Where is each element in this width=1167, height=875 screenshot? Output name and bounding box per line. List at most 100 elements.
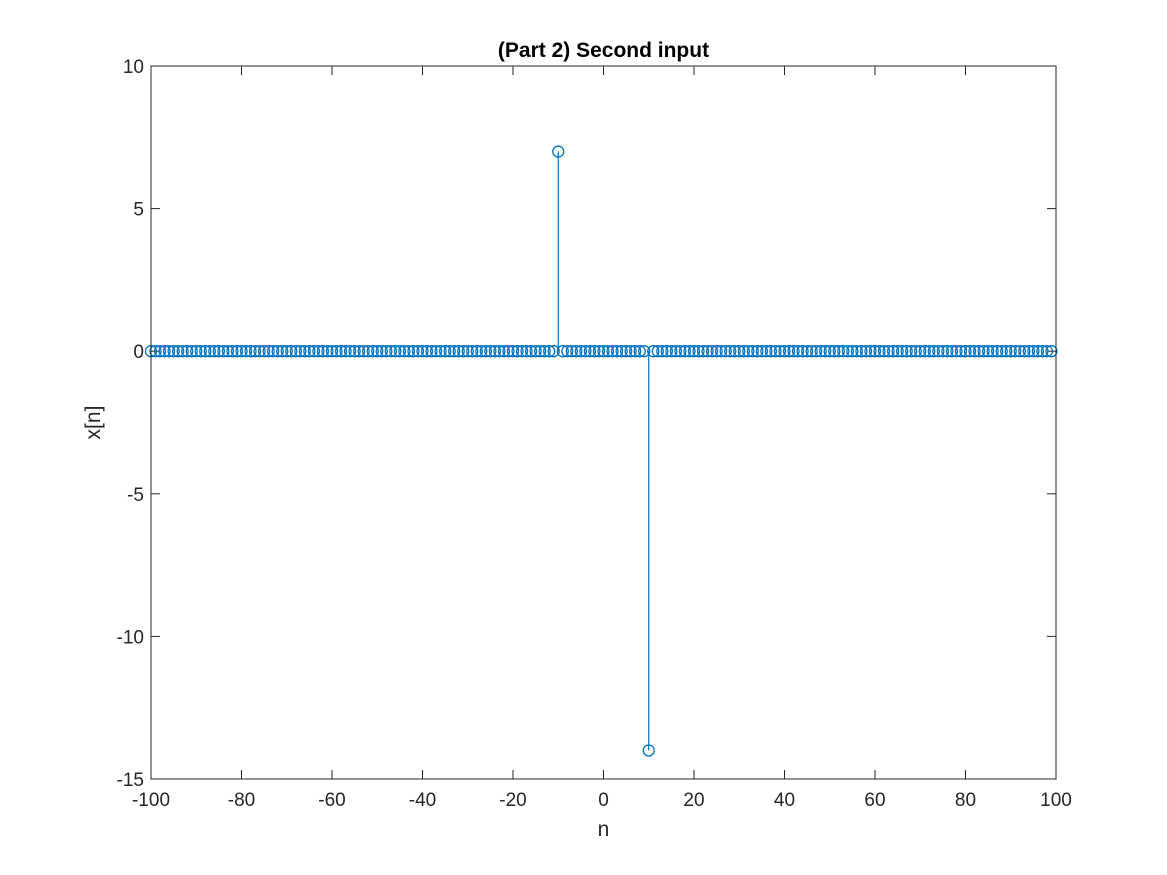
stem-marker xyxy=(837,345,850,358)
stem-marker xyxy=(909,345,922,358)
x-tick-label: 40 xyxy=(774,790,795,811)
stem-marker xyxy=(438,345,452,358)
stem-marker xyxy=(534,345,547,358)
stem-marker xyxy=(787,345,800,358)
stem-marker xyxy=(782,345,796,358)
stem-marker xyxy=(574,345,588,358)
stem-marker xyxy=(303,345,316,358)
stem-marker xyxy=(312,345,325,358)
stem-marker xyxy=(294,345,307,358)
stem-marker xyxy=(896,345,909,358)
x-tick-label: 0 xyxy=(598,790,609,811)
stem-marker xyxy=(407,345,420,358)
stem-marker xyxy=(402,345,416,358)
stem-marker xyxy=(588,345,601,358)
stem-marker xyxy=(158,345,171,358)
stem-marker xyxy=(737,345,750,358)
stem-marker xyxy=(556,345,569,358)
stem-marker xyxy=(764,345,778,358)
stem-marker xyxy=(171,345,185,358)
stem-marker xyxy=(276,345,289,358)
stem-marker xyxy=(149,345,162,358)
x-tick-label: 80 xyxy=(955,790,976,811)
stem-marker xyxy=(579,345,592,358)
stem-marker xyxy=(696,345,710,358)
stem-marker xyxy=(981,345,995,358)
stem-marker xyxy=(1022,345,1035,358)
stem-marker xyxy=(674,345,687,358)
stem-marker xyxy=(1040,345,1054,358)
stem-marker xyxy=(660,345,673,358)
stem-marker xyxy=(927,345,940,358)
stem-marker xyxy=(669,345,683,358)
stem-marker xyxy=(733,345,746,358)
stem-marker xyxy=(665,345,678,358)
stem-marker xyxy=(638,345,651,358)
stem-marker xyxy=(841,345,854,358)
stem-marker xyxy=(995,345,1008,358)
stem-marker xyxy=(1013,345,1026,358)
stem-marker xyxy=(923,345,936,358)
stem-marker xyxy=(352,345,366,358)
stem-marker xyxy=(656,345,669,358)
stem-marker xyxy=(212,345,226,358)
stem-marker xyxy=(855,345,868,358)
y-tick-label: -5 xyxy=(127,485,144,506)
stem-marker xyxy=(791,345,805,358)
stem-marker xyxy=(321,345,334,358)
stem-marker xyxy=(592,345,606,358)
stem-marker xyxy=(194,345,207,358)
stem-marker xyxy=(773,345,787,358)
stem-marker xyxy=(1031,345,1045,358)
stem-marker xyxy=(330,345,343,358)
stem-marker xyxy=(769,345,782,358)
stem-marker xyxy=(199,345,212,358)
stem-marker xyxy=(715,345,728,358)
stem-marker xyxy=(846,345,859,358)
markers-layer xyxy=(144,145,1058,757)
stem-marker xyxy=(285,345,298,358)
y-tick-label: 10 xyxy=(123,57,144,78)
stem-marker xyxy=(235,345,248,358)
stem-marker xyxy=(470,345,483,358)
stem-marker xyxy=(466,345,479,358)
stem-marker xyxy=(724,345,737,358)
stem-marker xyxy=(257,345,271,358)
stem-marker xyxy=(325,345,339,358)
stems-layer xyxy=(557,151,650,751)
stem-marker xyxy=(475,345,488,358)
stem-marker xyxy=(1045,345,1058,358)
stem-marker xyxy=(972,345,986,358)
stem-marker xyxy=(683,345,696,358)
stem-marker xyxy=(457,345,470,358)
stem-marker xyxy=(936,345,950,358)
x-tick-label: -20 xyxy=(499,790,526,811)
stem-marker xyxy=(950,345,963,358)
stem-marker xyxy=(506,345,520,358)
labels-layer: (Part 2) Second input n x[n] xyxy=(82,39,709,841)
stem-marker xyxy=(203,345,216,358)
stem-marker xyxy=(1009,345,1022,358)
stem-marker xyxy=(945,345,959,358)
y-axis-label: x[n] xyxy=(82,406,105,440)
stem-marker xyxy=(719,345,732,358)
stem-marker xyxy=(850,345,864,358)
stem-marker xyxy=(1004,345,1017,358)
stem-marker xyxy=(629,345,642,358)
y-tick-label: -10 xyxy=(117,627,144,648)
y-tick-label: 5 xyxy=(133,200,144,221)
stem-marker xyxy=(832,345,845,358)
stem-marker xyxy=(805,345,818,358)
stem-marker xyxy=(538,345,551,358)
stem-marker xyxy=(570,345,583,358)
stem-marker xyxy=(389,345,402,358)
stem-marker xyxy=(873,345,886,358)
stem-marker xyxy=(728,345,741,358)
stem-marker xyxy=(615,345,628,358)
x-tick-label: 100 xyxy=(1040,790,1072,811)
stem-marker xyxy=(918,345,931,358)
stem-marker xyxy=(181,345,194,358)
stem-marker xyxy=(429,345,443,358)
stem-marker xyxy=(529,345,542,358)
